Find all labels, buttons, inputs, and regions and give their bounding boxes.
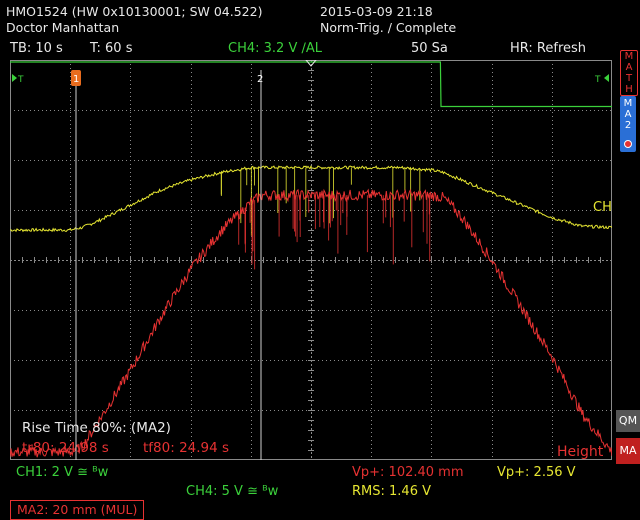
math-tab[interactable]: M A T H [620,50,638,96]
ma2-active-dot-icon [624,140,632,148]
vp-red-readout: Vp+: 102.40 mm [352,465,464,480]
ma2-letter-a: A [620,109,636,120]
qm-button[interactable]: QM [616,410,640,432]
math-letter-a: A [621,62,637,73]
user-name: Doctor Manhattan [6,20,119,35]
math-letter-h: H [621,84,637,95]
ch-label: CH [593,200,612,215]
ma-button[interactable]: MA [616,438,640,464]
timebase-readout[interactable]: TB: 10 s [10,41,63,56]
trigger-right-label: T [594,75,601,85]
ma-label: MA [619,444,636,457]
ma2-scale-readout: MA2: 20 mm (MUL) [17,502,137,517]
ma2-tab[interactable]: M A 2 [620,96,636,152]
ma2-letter-m: M [620,96,636,109]
title-bar: HMO1524 (HW 0x10130001; SW 04.522) Docto… [0,0,640,40]
rms-readout: RMS: 1.46 V [352,484,431,499]
trigger-status: Norm-Trig. / Complete [320,20,456,35]
trigger-left-label: T [17,75,24,85]
info-bar: TB: 10 s T: 60 s CH4: 3.2 V ∕AL 50 Sa HR… [0,40,616,60]
cursor-1-label: 1 [73,74,79,85]
measurement-tr80: tr80: 24.98 s [22,440,109,456]
measurement-tf80: tf80: 24.94 s [143,440,229,456]
trigger-source-readout[interactable]: CH4: 3.2 V ∕AL [228,41,322,56]
trigger-left-arrow-icon [12,74,17,82]
math-letter-m: M [621,51,637,62]
acquisition-mode-readout[interactable]: HR: Refresh [510,41,586,56]
graticule [10,60,612,460]
ma2-scale-box[interactable]: MA2: 20 mm (MUL) [10,500,144,520]
datetime: 2015-03-09 21:18 [320,4,433,19]
cursor-2-label: 2 [257,74,263,85]
sample-rate-readout[interactable]: 50 Sa [411,41,448,56]
side-panel: M A T H M A 2 QM MA [616,40,640,520]
trigger-right-arrow-icon [604,74,609,82]
math-letter-t: T [621,73,637,84]
ch4-scale-readout[interactable]: CH4: 5 V ≅ ᴮw [186,484,278,499]
measurement-title: Rise Time 80%: (MA2) [22,420,171,436]
ch1-scale-readout[interactable]: CH1: 2 V ≅ ᴮw [16,465,108,480]
trigger-time-readout[interactable]: T: 60 s [90,41,132,56]
ma2-letter-2: 2 [620,120,636,131]
vp-yellow-readout: Vp+: 2.56 V [497,465,576,480]
qm-label: QM [619,414,637,427]
device-title: HMO1524 (HW 0x10130001; SW 04.522) [6,4,262,19]
waveform-display[interactable]: T T 1 2 4 1 2 [10,60,612,460]
height-label: Height [557,444,603,460]
